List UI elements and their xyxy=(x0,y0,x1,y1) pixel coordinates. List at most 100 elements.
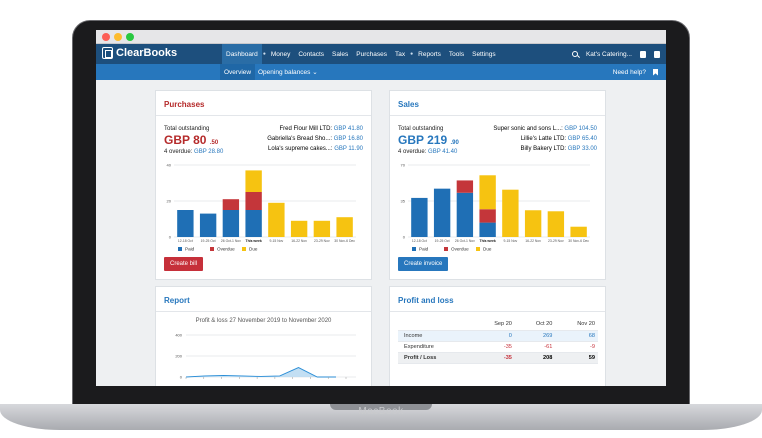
list-item[interactable]: Lola's supreme cakes...: GBP 11.90 xyxy=(267,144,363,154)
need-help-link[interactable]: Need help? xyxy=(612,68,646,76)
list-item[interactable]: Super sonic and sons L...: GBP 104.50 xyxy=(493,124,597,134)
menu-dot-icon: ● xyxy=(262,51,266,57)
x-tick-label: 26 Oct-1 Nov xyxy=(455,239,475,243)
supplier-name: Gabriella's Bread Sho...: xyxy=(267,136,333,142)
sales-overdue: 4 overdue: GBP 41.40 xyxy=(398,149,457,155)
create-invoice-button[interactable]: Create invoice xyxy=(398,257,449,271)
legend-swatch xyxy=(210,247,214,251)
need-help: Need help? xyxy=(613,64,658,80)
logo-text: ClearBooks xyxy=(116,47,178,59)
table-cell: 59 xyxy=(555,352,598,364)
table-cell: 269 xyxy=(514,330,556,342)
menu-reports[interactable]: Reports xyxy=(418,50,441,58)
list-item[interactable]: Lillie's Latte LTD: GBP 65.40 xyxy=(493,134,597,144)
menu-contacts[interactable]: Contacts xyxy=(298,50,325,58)
divider xyxy=(390,115,605,116)
table-cell: 208 xyxy=(514,352,556,364)
legend-swatch xyxy=(476,247,480,251)
supplier-name: Fred Flour Mill LTD: xyxy=(279,126,333,132)
tab-opening-balances[interactable]: Opening balances ⌄ xyxy=(258,69,318,76)
table-cell: -61 xyxy=(514,341,556,353)
x-tick-label: 12-18 Oct xyxy=(178,239,193,243)
supplier-amount: GBP 16.80 xyxy=(333,136,363,142)
report-period: 27 November 2019 to November 2020 xyxy=(229,318,332,324)
legend-label: Paid xyxy=(185,247,195,252)
menu-sales[interactable]: Sales xyxy=(332,50,349,58)
table-row[interactable]: Income 0 269 68 xyxy=(398,330,598,342)
y-tick-label: 0 xyxy=(403,235,406,240)
menu-dot-icon: ● xyxy=(410,51,414,57)
bookmark-icon[interactable] xyxy=(653,68,658,76)
x-tick-label: 26 Oct-1 Nov xyxy=(221,239,241,243)
profit-loss-title: Profit and loss xyxy=(398,296,454,305)
purchases-total-main: GBP 80 xyxy=(164,133,207,147)
list-item[interactable]: Fred Flour Mill LTD: GBP 41.80 xyxy=(267,124,363,134)
list-item[interactable]: Gabriella's Bread Sho...: GBP 16.80 xyxy=(267,134,363,144)
bar-due xyxy=(268,202,285,237)
account-switcher[interactable]: Kat's Catering... xyxy=(585,50,632,58)
create-bill-button[interactable]: Create bill xyxy=(164,257,204,271)
table-row[interactable]: Expenditure -35 -61 -9 xyxy=(398,341,598,353)
sales-total-cents: .90 xyxy=(450,140,459,146)
menu-money[interactable]: Money xyxy=(270,50,291,58)
logo-icon xyxy=(102,47,113,59)
bar-paid xyxy=(245,210,262,237)
clearbooks-logo[interactable]: ClearBooks xyxy=(102,47,177,59)
sales-title: Sales xyxy=(398,100,419,109)
divider xyxy=(156,115,371,116)
search-icon[interactable] xyxy=(571,51,578,57)
bar-paid xyxy=(479,222,496,237)
purchases-total-amount: GBP 80 .50 xyxy=(164,133,218,147)
row-label: Profit / Loss xyxy=(398,352,473,364)
x-tick-label: 30 Nov-6 Dec xyxy=(568,239,589,243)
menu-settings[interactable]: Settings xyxy=(472,50,496,58)
maximize-window-dot[interactable] xyxy=(126,33,134,41)
legend-swatch xyxy=(444,247,448,251)
row-label: Income xyxy=(398,330,473,342)
x-tick-label: 19-25 Oct xyxy=(435,239,450,243)
nav-right: Kat's Catering... xyxy=(571,44,660,64)
document-icon[interactable] xyxy=(640,50,646,58)
column-header: Sep 20 xyxy=(472,319,515,331)
sales-overdue-link[interactable]: GBP 41.40 xyxy=(428,149,458,155)
x-tick-label: 19-25 Oct xyxy=(201,239,216,243)
x-tick-label: 30 Nov-6 Dec xyxy=(334,239,355,243)
tab-overview[interactable]: Overview xyxy=(220,64,256,80)
report-panel: Report Profit & loss 27 November 2019 to… xyxy=(155,286,372,386)
y-tick-label: 0 xyxy=(169,235,172,240)
sales-overdue-label: 4 overdue: xyxy=(398,149,427,155)
list-item[interactable]: Billy Bakery LTD: GBP 33.00 xyxy=(493,144,598,154)
supplier-amount: GBP 11.90 xyxy=(334,146,363,152)
sales-total-amount: GBP 219 .90 xyxy=(398,133,459,147)
user-icon[interactable] xyxy=(654,50,660,58)
minimize-window-dot[interactable] xyxy=(114,33,122,41)
main-menu: Dashboard ● Money Contacts Sales Purchas… xyxy=(222,44,500,64)
legend-label: Due xyxy=(249,247,258,252)
purchases-overdue: 4 overdue: GBP 28.80 xyxy=(164,149,223,155)
x-tick-label: 16-22 Nov xyxy=(291,239,307,243)
bar-due xyxy=(479,175,496,210)
bar-due xyxy=(290,220,308,237)
table-row[interactable]: Profit / Loss -35 208 59 xyxy=(398,352,598,364)
customer-name: Lillie's Latte LTD: xyxy=(520,136,567,142)
legend-label: Due xyxy=(483,247,492,252)
sales-total-label: Total outstanding xyxy=(398,126,444,132)
legend-label: Paid xyxy=(419,247,429,252)
close-window-dot[interactable] xyxy=(102,33,110,41)
menu-tax[interactable]: Tax xyxy=(395,50,406,58)
x-tick-label: 9-15 Nov xyxy=(269,239,283,243)
menu-purchases[interactable]: Purchases xyxy=(356,50,387,58)
bar-paid xyxy=(177,210,194,237)
column-header: Oct 20 xyxy=(514,319,556,331)
x-tick-label: 9-15 Nov xyxy=(503,239,517,243)
menu-tools[interactable]: Tools xyxy=(448,50,465,58)
bar-due xyxy=(547,211,565,237)
purchases-panel: Purchases Total outstanding GBP 80 .50 4… xyxy=(155,90,372,280)
y-tick-label: 20 xyxy=(167,199,172,204)
purchases-overdue-link[interactable]: GBP 28.80 xyxy=(194,149,224,155)
supplier-name: Lola's supreme cakes...: xyxy=(268,146,333,152)
bar-paid xyxy=(411,197,428,237)
menu-dashboard[interactable]: Dashboard xyxy=(222,44,262,64)
screen: ClearBooks Dashboard ● Money Contacts Sa… xyxy=(96,30,666,386)
legend-swatch xyxy=(178,247,182,251)
